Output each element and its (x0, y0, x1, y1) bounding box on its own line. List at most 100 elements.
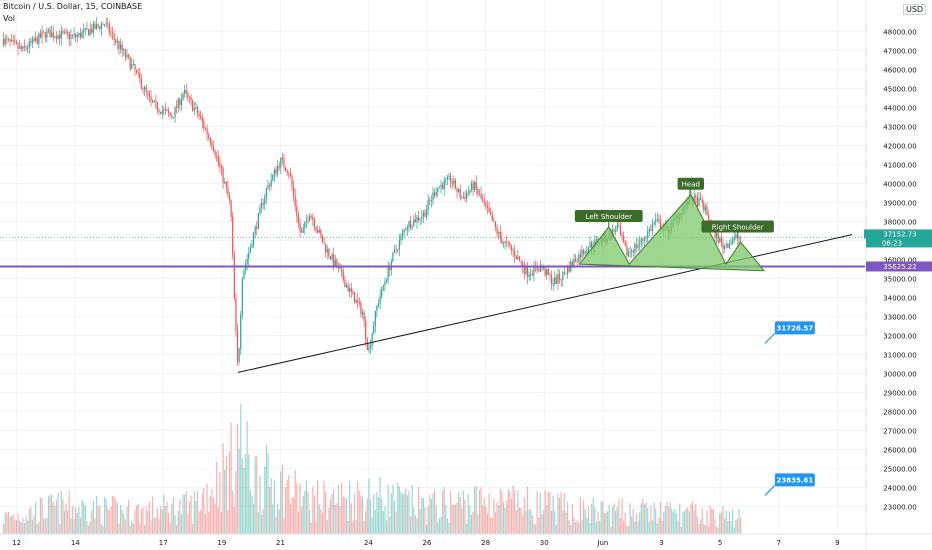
volume-bar (390, 493, 392, 534)
volume-bar (445, 504, 447, 534)
candle-body (554, 277, 556, 284)
candle-body (155, 100, 157, 102)
candle-body (728, 243, 731, 248)
candle-body (309, 216, 311, 222)
volume-bar (57, 492, 59, 534)
volume-bar (313, 495, 316, 534)
candle-body (27, 48, 29, 50)
candle-body (581, 250, 583, 258)
volume-bar (565, 512, 567, 534)
volume-bar (701, 508, 703, 534)
time-axis[interactable]: 12 14 17 19 21 24 26 28 30 Jun 3 5 7 9 (0, 533, 932, 547)
volume-bar (717, 527, 719, 534)
volume-bar (49, 495, 51, 534)
support-price-tag[interactable]: 35625.22 (866, 261, 932, 272)
volume-bar (715, 526, 718, 534)
volume-bar (44, 518, 46, 534)
volume-bar (549, 491, 551, 534)
volume-bar (315, 521, 317, 534)
candle-body (33, 38, 35, 42)
callout-text: 31726.57 (776, 324, 813, 332)
candle-body (523, 268, 525, 274)
volume-bar (576, 520, 578, 534)
candle-body (499, 231, 501, 239)
volume-bar (714, 519, 716, 534)
candle-body (212, 146, 215, 151)
pattern-label[interactable]: Left Shoulder (574, 210, 643, 228)
y-tick-label: 39000.00 (883, 199, 916, 207)
candle-body (546, 269, 548, 276)
y-tick-label: 25000.00 (883, 465, 916, 473)
current-price-value: 37152.73 (883, 230, 916, 238)
volume-bar (733, 527, 735, 534)
candle-body (642, 238, 644, 241)
volume-bar (171, 504, 173, 534)
callout-bg (774, 321, 815, 335)
price-callout[interactable]: 23835.61 (764, 473, 815, 496)
candle-body (618, 225, 620, 227)
price-callout[interactable]: 31726.57 (764, 321, 815, 344)
volume-bar (371, 517, 373, 534)
candle-body (228, 195, 231, 200)
candle-body (273, 169, 275, 175)
candle-body (458, 188, 460, 192)
volume-bar (172, 497, 175, 534)
volume-bar (579, 496, 581, 534)
candle-body (550, 275, 553, 285)
candle-body (216, 155, 218, 157)
volume-bar (86, 521, 88, 534)
candle-body (163, 109, 165, 111)
candle-body (270, 180, 272, 187)
candle-body (490, 212, 492, 215)
candle-body (36, 37, 38, 44)
price-axis[interactable]: 48000.00 47000.00 46000.00 45000.00 44000.00… (864, 0, 932, 550)
volume-bar (256, 456, 258, 534)
volume-bar (41, 497, 43, 534)
candle-body (75, 34, 77, 38)
volume-bar (278, 509, 280, 534)
volume-bar (504, 507, 506, 534)
volume-bar (294, 470, 296, 534)
candle-body (387, 266, 389, 280)
y-tick-label: 46000.00 (883, 66, 916, 74)
volume-bar (642, 498, 644, 534)
volume-bar (119, 505, 122, 534)
volume-bar (347, 520, 349, 534)
candle-body (643, 238, 646, 241)
pattern-label[interactable]: Right Shoulder (701, 220, 774, 238)
candle-body (325, 243, 327, 253)
candle-body (557, 274, 559, 284)
drawings[interactable]: Left Shoulder Head Right Shoulder 31726.57 2… (0, 177, 865, 496)
volume-bar (421, 498, 423, 534)
candle-body (256, 227, 258, 229)
candle-body (624, 242, 626, 247)
volume-bar (291, 497, 293, 534)
candle-body (552, 283, 554, 285)
volume-bar (615, 511, 617, 534)
volume-bar (520, 507, 522, 534)
pattern-label[interactable]: Head (677, 177, 704, 195)
candle-body (453, 180, 455, 184)
candle-body (249, 247, 251, 253)
volume-bar (417, 486, 420, 534)
volume-bar (99, 505, 101, 534)
volume-bar (126, 506, 128, 534)
candle-body (645, 238, 647, 239)
candle-body (440, 185, 442, 188)
candle-body (71, 35, 74, 36)
candle-body (357, 299, 359, 303)
volume-bar (339, 506, 341, 534)
volume-bar (485, 506, 487, 534)
candle-body (583, 250, 585, 254)
volume-bar (206, 483, 208, 534)
candle-body (169, 113, 171, 116)
candle-body (3, 38, 5, 45)
candle-body (722, 242, 724, 249)
currency-badge[interactable]: USD (903, 4, 927, 15)
volume-bar (397, 482, 399, 534)
volume-bar (578, 522, 580, 534)
volume-bar (174, 514, 176, 534)
volume-bar (142, 507, 144, 534)
